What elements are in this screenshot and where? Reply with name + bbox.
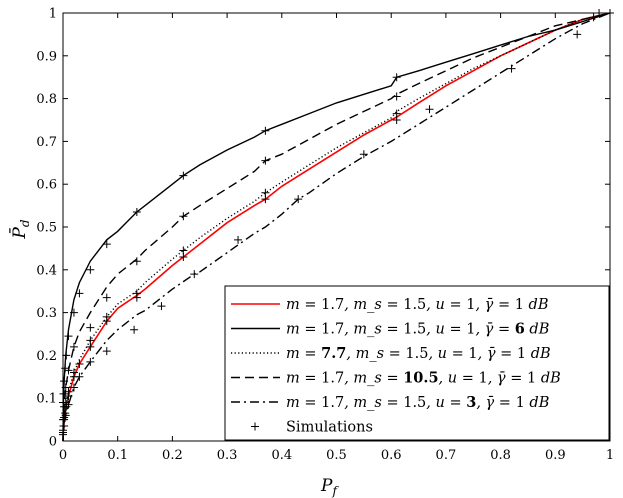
y-tick-label-3: 0.3 [36,306,57,321]
series-line-1 [62,12,611,442]
simulation-point-69 [507,64,516,73]
simulation-point-48 [86,323,95,332]
simulation-point-66 [294,195,303,204]
simulation-point-60 [86,357,95,366]
simulation-point-39 [179,246,188,255]
simulation-point-50 [132,257,141,266]
y-ticks: 0 0.1 0.2 0.3 0.4 0.5 0.6 0.7 0.8 0.9 1 [36,7,610,450]
series-line-5 [62,12,611,442]
simulation-point-62 [130,325,139,334]
simulation-point-49 [102,293,111,302]
x-axis-label: Pf [320,476,339,498]
simulation-point-23 [75,289,84,298]
simulation-point-61 [102,347,111,356]
simulation-point-27 [179,171,188,180]
y-tick-label-1: 0.1 [36,392,57,407]
simulation-point-28 [261,126,270,135]
simulation-point-24 [86,265,95,274]
legend: m = 1.7, m_s = 1.5, u = 1, γ̄ = 1 dB m = … [224,285,610,441]
simulation-point-64 [190,270,199,279]
simulation-point-65 [234,235,243,244]
legend-label-simulations: Simulations [286,420,373,436]
y-tick-label-6: 0.6 [36,178,57,193]
simulation-point-34 [64,387,73,396]
simulation-point-59 [75,372,84,381]
series-line-2 [62,12,611,442]
x-tick-label-7: 0.7 [436,448,457,463]
curves [62,12,611,442]
y-tick-label-9: 0.9 [36,49,57,64]
simulation-point-55 [60,422,69,431]
x-tick-label-8: 0.8 [490,448,511,463]
simulation-point-42 [589,13,598,22]
x-tick-label-1: 0.1 [107,448,128,463]
y-tick-label-8: 0.8 [36,92,57,107]
series-line-3 [62,12,611,442]
legend-label-4: m = 1.7, m_s = 10.5, u = 1, γ̄ = 1 dB [286,370,561,387]
y-tick-label-7: 0.7 [36,135,57,150]
x-tick-label-9: 0.9 [545,448,566,463]
simulation-point-51 [179,212,188,221]
simulation-point-25 [102,240,111,249]
simulation-point-21 [64,332,73,341]
simulation-point-26 [132,208,141,217]
legend-box [224,285,610,441]
y-tick-label-0: 0 [49,435,57,450]
simulation-point-36 [86,336,95,345]
legend-label-5: m = 1.7, m_s = 1.5, u = 3, γ̄ = 1 dB [286,394,550,411]
simulation-point-32 [60,413,69,422]
simulation-point-37 [102,312,111,321]
simulation-point-35 [69,368,78,377]
simulation-point-58 [69,383,78,392]
y-tick-label-2: 0.2 [36,349,57,364]
x-tick-label-4: 0.4 [271,448,292,463]
simulation-point-70 [573,30,582,39]
y-axis-label: P̄d [8,219,32,239]
simulation-point-18 [60,377,69,386]
simulation-point-67 [359,150,368,159]
simulation-point-53 [392,92,401,101]
simulation-point-52 [261,156,270,165]
x-tick-label-3: 0.3 [217,448,238,463]
simulation-point-22 [69,308,78,317]
simulation-point-38 [132,289,141,298]
simulation-point-46 [64,366,73,375]
simulation-point-8 [75,359,84,368]
x-tick-label-5: 0.5 [326,448,347,463]
simulation-point-63 [157,302,166,311]
series-line-4 [62,12,611,442]
legend-marker-simulations [251,422,259,431]
simulation-point-44 [60,402,69,411]
legend-label-1: m = 1.7, m_s = 1.5, u = 1, γ̄ = 1 dB [286,297,549,313]
x-tick-label-0: 0 [59,448,67,463]
simulation-point-41 [392,109,401,118]
simulation-point-68 [425,105,434,114]
x-ticks: 0 0.1 0.2 0.3 0.4 0.5 0.6 0.7 0.8 0.9 1 [59,13,614,463]
legend-label-2: m = 1.7, m_s = 1.5, u = 1, γ̄ = 6 dB [286,321,550,338]
y-tick-label-4: 0.4 [36,263,57,278]
simulation-point-57 [64,400,73,409]
legend-label-3: m = 7.7, m_s = 1.5, u = 1, γ̄ = 1 dB [286,345,551,362]
x-tick-label-6: 0.6 [381,448,402,463]
x-tick-label-10: 1 [606,448,614,463]
simulation-point-47 [69,342,78,351]
simulation-point-40 [261,188,270,197]
x-tick-label-2: 0.2 [162,448,183,463]
simulation-point-17 [59,389,68,398]
y-tick-label-5: 0.5 [36,221,57,236]
y-tick-label-10: 1 [49,7,57,22]
simulation-point-29 [392,73,401,82]
